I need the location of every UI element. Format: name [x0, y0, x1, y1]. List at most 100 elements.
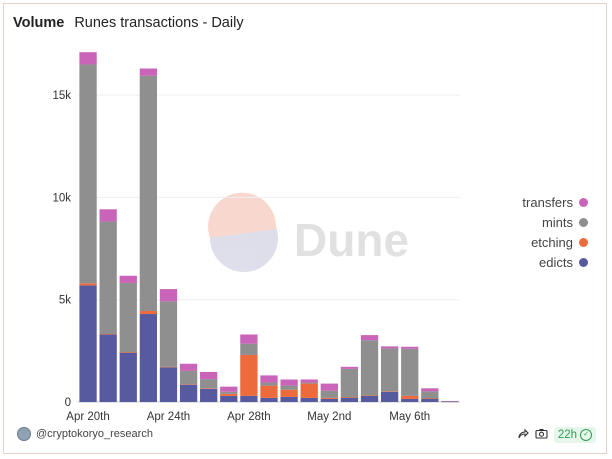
share-icon[interactable] — [517, 428, 529, 443]
bar-edicts[interactable] — [220, 395, 238, 402]
bar-transfers[interactable] — [200, 371, 218, 380]
x-tick-label: Apr 24th — [147, 411, 190, 423]
bar-transfers[interactable] — [260, 375, 278, 383]
y-tick-label: 10k — [52, 192, 71, 204]
avatar — [17, 427, 31, 441]
bar-transfers[interactable] — [421, 388, 439, 392]
bar-mints[interactable] — [139, 75, 158, 311]
bar-transfers[interactable] — [119, 275, 137, 283]
bar-etching[interactable] — [139, 310, 158, 315]
bar-etching[interactable] — [380, 391, 399, 392]
bar-edicts[interactable] — [119, 352, 137, 402]
y-tick-label: 15k — [52, 90, 71, 102]
refresh-badge[interactable]: 22h ✓ — [553, 427, 596, 443]
bar-etching[interactable] — [280, 389, 298, 397]
bar-transfers[interactable] — [240, 334, 258, 344]
bar-mints[interactable] — [119, 282, 137, 353]
bar-edicts[interactable] — [280, 396, 298, 402]
bar-edicts[interactable] — [200, 388, 218, 402]
bar-mints[interactable] — [260, 382, 278, 386]
bar-etching[interactable] — [99, 334, 117, 335]
bar-mints[interactable] — [300, 382, 318, 384]
bar-mints[interactable] — [360, 340, 379, 396]
legend-dot — [579, 257, 588, 267]
bar-mints[interactable] — [220, 391, 238, 394]
bar-etching[interactable] — [159, 366, 178, 368]
chart-card: Volume Runes transactions - Daily Dune 0… — [3, 3, 607, 454]
legend-label: edicts — [539, 254, 573, 270]
bar-etching[interactable] — [401, 395, 419, 399]
bar-mints[interactable] — [280, 385, 298, 390]
bar-etching[interactable] — [79, 283, 97, 286]
bar-etching[interactable] — [320, 397, 338, 399]
bar-mints[interactable] — [340, 368, 359, 398]
bar-mints[interactable] — [159, 301, 178, 367]
bar-transfers[interactable] — [79, 52, 97, 65]
chart-header: Volume Runes transactions - Daily — [13, 15, 244, 31]
check-circle-icon: ✓ — [580, 429, 592, 441]
bar-mints[interactable] — [200, 379, 218, 389]
bar-transfers[interactable] — [99, 209, 117, 222]
bar-edicts[interactable] — [179, 384, 198, 402]
bar-etching[interactable] — [220, 393, 238, 396]
y-tick-label: 5k — [59, 295, 71, 307]
camera-icon[interactable] — [535, 428, 548, 442]
bar-edicts[interactable] — [99, 334, 117, 402]
legend-item-transfers[interactable]: transfers — [522, 192, 588, 212]
bar-etching[interactable] — [421, 398, 439, 400]
bar-edicts[interactable] — [360, 395, 379, 402]
bar-etching[interactable] — [340, 397, 359, 398]
legend-item-mints[interactable]: mints — [522, 212, 588, 232]
bar-mints[interactable] — [240, 343, 258, 355]
bar-edicts[interactable] — [421, 398, 439, 402]
bar-transfers[interactable] — [380, 346, 399, 349]
bar-etching[interactable] — [300, 383, 318, 398]
bar-etching[interactable] — [360, 395, 379, 396]
bar-edicts[interactable] — [441, 401, 459, 403]
bar-transfers[interactable] — [340, 366, 359, 369]
bar-edicts[interactable] — [139, 314, 158, 402]
bar-edicts[interactable] — [260, 397, 278, 402]
bar-transfers[interactable] — [401, 346, 419, 349]
bar-transfers[interactable] — [280, 379, 298, 386]
bar-etching[interactable] — [260, 385, 278, 398]
bar-edicts[interactable] — [300, 397, 318, 402]
bar-edicts[interactable] — [79, 285, 97, 402]
bar-mints[interactable] — [380, 348, 399, 392]
bar-mints[interactable] — [421, 391, 439, 399]
author-name: @cryptokoryo_research — [36, 428, 153, 440]
legend-item-etching[interactable]: etching — [522, 232, 588, 252]
legend-item-edicts[interactable]: edicts — [522, 252, 588, 272]
bar-edicts[interactable] — [320, 398, 338, 402]
bar-edicts[interactable] — [380, 391, 399, 402]
author-credit[interactable]: @cryptokoryo_research — [17, 427, 153, 441]
bar-edicts[interactable] — [240, 395, 258, 402]
bar-mints[interactable] — [99, 221, 117, 335]
x-tick-label: May 2nd — [307, 411, 351, 423]
bar-transfers[interactable] — [441, 400, 459, 402]
bar-etching[interactable] — [179, 384, 198, 385]
bar-edicts[interactable] — [159, 367, 178, 402]
chart-title: Volume — [13, 15, 65, 31]
bar-transfers[interactable] — [139, 68, 158, 76]
bar-etching[interactable] — [119, 352, 137, 353]
bar-mints[interactable] — [320, 390, 338, 398]
legend: transfers mints etching edicts — [522, 192, 588, 272]
bar-transfers[interactable] — [220, 386, 238, 392]
bar-transfers[interactable] — [179, 363, 198, 371]
bar-mints[interactable] — [79, 64, 97, 284]
bar-transfers[interactable] — [300, 379, 318, 383]
bar-transfers[interactable] — [159, 289, 178, 302]
legend-dot — [579, 197, 588, 207]
legend-label: etching — [531, 234, 573, 250]
bar-edicts[interactable] — [401, 398, 419, 402]
bar-mints[interactable] — [179, 370, 198, 385]
legend-label: mints — [541, 214, 573, 230]
y-axis-ticks: 0 5k 10k 15k — [52, 90, 71, 409]
bar-etching[interactable] — [200, 388, 218, 389]
bar-etching[interactable] — [240, 354, 258, 396]
bar-transfers[interactable] — [360, 335, 379, 341]
bar-mints[interactable] — [401, 348, 419, 396]
bar-transfers[interactable] — [320, 383, 338, 391]
bar-edicts[interactable] — [340, 397, 359, 402]
